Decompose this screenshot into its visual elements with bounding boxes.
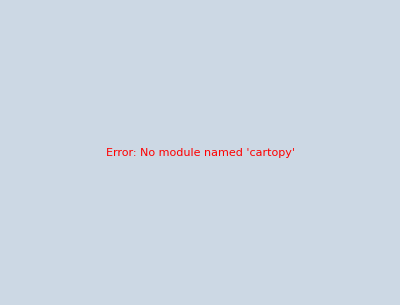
Text: Error: No module named 'cartopy': Error: No module named 'cartopy' — [106, 148, 294, 157]
